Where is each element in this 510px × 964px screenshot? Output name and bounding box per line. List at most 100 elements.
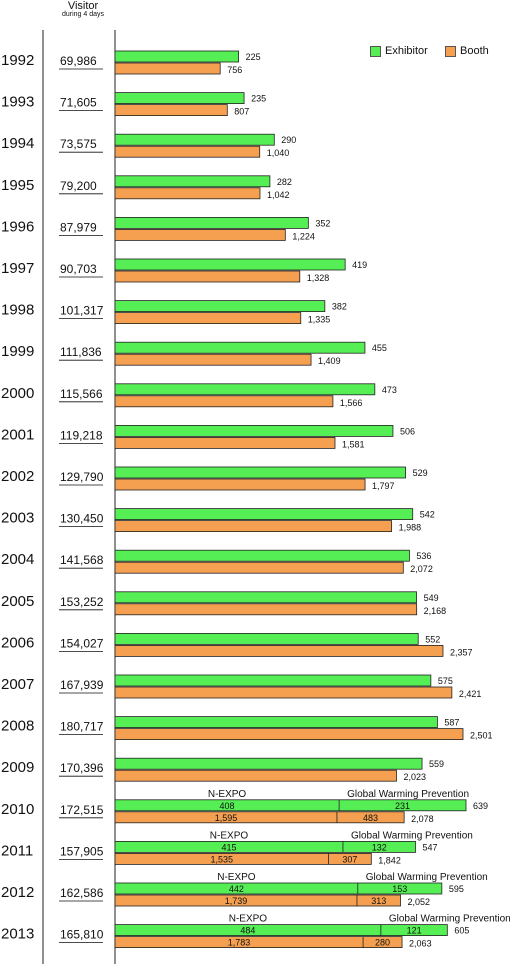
booth-value-label: 2,357 xyxy=(450,647,473,657)
booth-bar xyxy=(114,395,334,408)
visitor-count: 180,717 xyxy=(60,720,104,734)
visitor-count: 87,979 xyxy=(60,220,97,234)
visitor-count: 162,586 xyxy=(60,886,104,900)
exhibitor-value-label: 587 xyxy=(444,718,459,728)
year-label: 2008 xyxy=(1,718,34,735)
exhibitor-bar xyxy=(114,924,448,936)
visitor-count: 101,317 xyxy=(60,304,104,318)
booth-bar xyxy=(114,478,366,491)
exhibitor-bar xyxy=(114,175,271,188)
exhibitor-value-label: 639 xyxy=(473,801,488,811)
year-label: 2012 xyxy=(1,884,34,901)
booth-bar xyxy=(114,145,261,158)
year-label: 2003 xyxy=(1,510,34,527)
booth-bar xyxy=(114,520,393,532)
booth-value-label: 2,023 xyxy=(403,772,426,782)
booth-value-label: 2,072 xyxy=(410,564,433,574)
booth-gwp-value: 313 xyxy=(371,896,386,906)
booth-value-label: 2,052 xyxy=(408,897,431,907)
booth-gwp-value: 483 xyxy=(363,813,378,823)
visitor-count: 111,836 xyxy=(60,345,102,359)
legend-exhibitor-swatch xyxy=(370,45,381,57)
exhibitor-nexpo-value: 415 xyxy=(221,842,236,852)
year-label: 2002 xyxy=(1,468,34,485)
booth-value-label: 1,566 xyxy=(340,398,363,408)
booth-value-label: 1,335 xyxy=(308,315,331,325)
booth-gwp-value: 307 xyxy=(342,854,357,864)
exhibitor-gwp-value: 121 xyxy=(407,926,422,936)
visitor-count: 153,252 xyxy=(60,595,104,609)
booth-bar xyxy=(114,436,336,449)
visitor-count: 79,200 xyxy=(60,179,97,193)
booth-value-label: 2,168 xyxy=(424,606,447,616)
year-label: 1995 xyxy=(1,177,34,194)
booth-bar xyxy=(114,603,418,616)
exhibitor-bar xyxy=(114,92,245,104)
exhibitor-value-label: 225 xyxy=(246,52,261,62)
booth-value-label: 1,409 xyxy=(318,356,341,366)
exhibitor-value-label: 455 xyxy=(372,343,387,353)
exhibitor-bar xyxy=(114,633,419,645)
exhibitor-nexpo-value: 442 xyxy=(229,884,244,894)
booth-nexpo-value: 1,535 xyxy=(211,854,234,864)
legend-booth-swatch xyxy=(445,45,456,57)
booth-value-label: 2,501 xyxy=(470,731,493,741)
booth-value-label: 1,328 xyxy=(307,273,330,283)
visitor-count: 129,790 xyxy=(60,470,104,484)
year-label: 2007 xyxy=(1,676,34,693)
booth-bar xyxy=(114,728,464,740)
visitor-count: 119,218 xyxy=(60,428,103,442)
exhibitor-value-label: 419 xyxy=(352,260,367,270)
exhibitor-bar xyxy=(114,383,376,396)
booth-bar xyxy=(114,270,301,283)
legend-booth: Booth xyxy=(445,45,489,57)
visitor-count: 115,566 xyxy=(60,387,103,401)
legend-exhibitor: Exhibitor xyxy=(370,45,428,57)
visitor-count: 73,575 xyxy=(60,137,97,151)
exhibitor-value-label: 575 xyxy=(438,676,453,686)
booth-bar xyxy=(114,561,404,574)
exhibitor-value-label: 542 xyxy=(420,510,435,520)
booth-bar xyxy=(114,894,401,907)
exhibitor-bar xyxy=(114,882,443,895)
exhibitor-bar xyxy=(114,341,366,354)
booth-value-label: 756 xyxy=(227,65,242,75)
booth-bar xyxy=(114,686,453,699)
exhibitor-value-label: 506 xyxy=(400,426,415,436)
gwp-label: Global Warming Prevention xyxy=(347,789,469,800)
exhibitor-value-label: 595 xyxy=(449,884,464,894)
booth-value-label: 2,421 xyxy=(459,689,482,699)
year-label: 1998 xyxy=(1,302,34,319)
booth-value-label: 807 xyxy=(234,107,249,117)
exhibitor-gwp-value: 132 xyxy=(372,842,387,852)
legend-exhibitor-label: Exhibitor xyxy=(385,45,428,57)
visitor-count: 172,515 xyxy=(60,803,104,817)
visitor-count: 141,568 xyxy=(60,553,104,567)
booth-bar xyxy=(114,312,302,325)
gwp-label: Global Warming Prevention xyxy=(351,830,473,841)
exhibitor-bar xyxy=(114,841,416,853)
year-label: 2005 xyxy=(1,593,34,610)
booth-gwp-value: 280 xyxy=(375,938,390,948)
booth-bar xyxy=(114,769,397,782)
nexpo-label: N-EXPO xyxy=(229,914,268,925)
exhibitor-value-label: 473 xyxy=(382,385,397,395)
booth-nexpo-value: 1,739 xyxy=(225,896,248,906)
booth-bar xyxy=(114,645,444,657)
exhibitor-value-label: 352 xyxy=(315,218,330,228)
year-label: 1999 xyxy=(1,343,34,360)
visitor-count: 165,810 xyxy=(60,928,104,942)
exhibitor-value-label: 549 xyxy=(424,593,439,603)
booth-value-label: 1,581 xyxy=(342,439,365,449)
exhibitor-bar xyxy=(114,466,406,479)
exhibitor-bar xyxy=(114,799,467,812)
exhibitor-nexpo-value: 408 xyxy=(220,801,235,811)
booth-value-label: 1,797 xyxy=(372,481,395,491)
year-label: 1993 xyxy=(1,94,34,111)
exhibitor-value-label: 235 xyxy=(251,94,266,104)
visitor-count: 157,905 xyxy=(60,844,104,858)
booth-value-label: 1,040 xyxy=(267,148,290,158)
exhibitor-value-label: 529 xyxy=(413,468,428,478)
legend-booth-label: Booth xyxy=(460,45,489,57)
